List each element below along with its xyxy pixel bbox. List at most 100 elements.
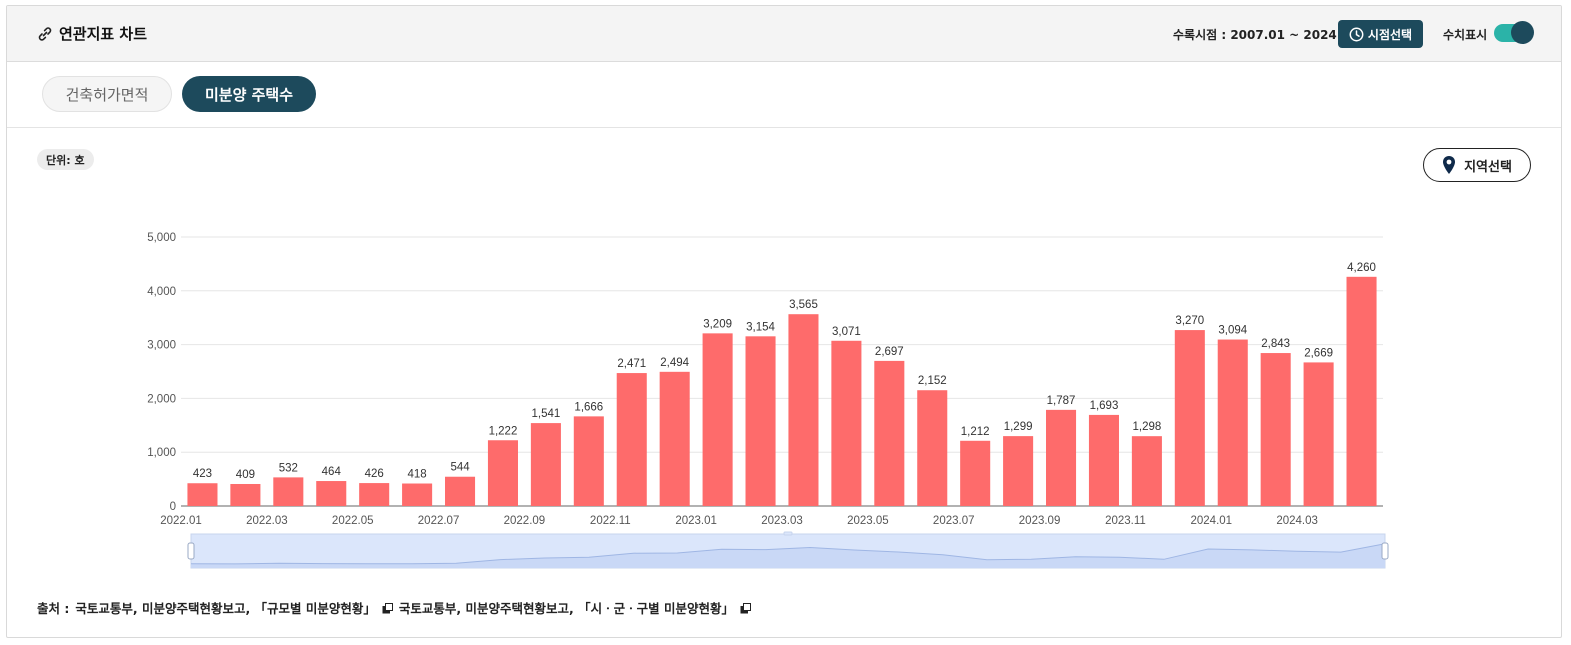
x-tick-label: 2022.05 (332, 515, 374, 527)
data-label: 1,212 (961, 426, 990, 438)
show-values-toggle[interactable] (1494, 21, 1534, 44)
y-tick-label: 5,000 (147, 232, 176, 244)
map-pin-icon (1442, 155, 1456, 175)
data-label: 3,094 (1218, 325, 1247, 337)
data-label: 2,471 (617, 358, 646, 370)
bar (273, 477, 304, 506)
link-icon (37, 26, 53, 42)
x-tick-label: 2022.11 (590, 515, 631, 527)
bar (788, 314, 819, 506)
x-tick-label: 2023.03 (761, 515, 803, 527)
period-select-label: 시점선택 (1367, 27, 1413, 42)
bar (616, 373, 647, 506)
bar (230, 483, 261, 506)
external-link-icon[interactable] (382, 602, 393, 614)
bar (1131, 436, 1162, 506)
source-prefix: 출처 : (37, 601, 70, 616)
data-label: 409 (236, 469, 255, 481)
bar (402, 483, 433, 506)
panel-header: 연관지표 차트 수록시점 : 2007.01 ~ 2024.04 시점선택 수치… (7, 6, 1561, 62)
x-tick-label: 2022.03 (246, 515, 288, 527)
external-link-icon[interactable] (740, 602, 751, 614)
zoom-handle-right[interactable] (1381, 542, 1389, 560)
source-link-2[interactable]: 국토교통부, 미분양주택현황보고, 「시ㆍ군ㆍ구별 미분양현황」 (398, 601, 734, 616)
y-tick-label: 3,000 (147, 340, 176, 352)
zoom-handle-left[interactable] (187, 542, 195, 560)
x-tick-label: 2024.01 (1190, 515, 1232, 527)
data-label: 2,494 (660, 357, 689, 369)
x-tick-label: 2022.09 (504, 515, 546, 527)
clock-icon (1349, 27, 1364, 42)
unit-badge: 단위: 호 (37, 149, 94, 170)
zoom-overview-line (190, 543, 1386, 565)
bar (1260, 353, 1291, 506)
data-label: 3,565 (789, 299, 818, 311)
period-select-button[interactable]: 시점선택 (1338, 20, 1423, 48)
data-label: 1,787 (1047, 395, 1076, 407)
data-label: 2,152 (918, 375, 947, 387)
bar (530, 423, 561, 506)
toggle-knob (1511, 21, 1534, 44)
data-label: 4,260 (1347, 262, 1376, 274)
x-tick-label: 2023.09 (1019, 515, 1061, 527)
bar (874, 360, 905, 506)
tab-bar: 건축허가면적 미분양 주택수 (7, 62, 1561, 128)
panel-title: 연관지표 차트 (37, 23, 147, 44)
source-link-1[interactable]: 국토교통부, 미분양주택현황보고, 「규모별 미분양현황」 (75, 601, 376, 616)
region-select-label: 지역선택 (1464, 159, 1512, 175)
zoom-overview-area (191, 543, 1385, 568)
zoom-drag-handle (783, 531, 793, 536)
bar (917, 390, 948, 506)
y-tick-label: 0 (170, 501, 176, 513)
data-label: 544 (450, 462, 470, 474)
bar (702, 333, 733, 506)
data-label: 464 (322, 466, 342, 478)
x-tick-label: 2022.07 (418, 515, 460, 527)
bar (960, 440, 991, 506)
bar (1303, 362, 1334, 506)
data-label: 418 (408, 469, 427, 481)
tab-unsold-housing[interactable]: 미분양 주택수 (182, 76, 316, 112)
bar (1046, 409, 1077, 506)
data-label: 3,071 (832, 326, 861, 338)
bar (659, 371, 690, 506)
bar (316, 481, 347, 506)
data-label: 3,270 (1175, 315, 1204, 327)
x-tick-label: 2022.01 (160, 515, 202, 527)
bar (187, 483, 218, 506)
bar (445, 476, 476, 506)
panel-title-text: 연관지표 차트 (59, 25, 148, 43)
tab-building-permit-area[interactable]: 건축허가면적 (42, 76, 172, 112)
data-label: 1,222 (489, 425, 518, 437)
x-tick-label: 2023.01 (675, 515, 717, 527)
bar (573, 416, 604, 506)
bar (1346, 276, 1377, 506)
data-label: 1,693 (1090, 400, 1119, 412)
source-note: 출처 : 국토교통부, 미분양주택현황보고, 「규모별 미분양현황」 국토교통부… (37, 598, 751, 617)
x-tick-label: 2024.03 (1276, 515, 1318, 527)
bar (831, 340, 862, 506)
data-label: 423 (193, 468, 212, 480)
bar (1088, 414, 1119, 506)
x-tick-label: 2023.05 (847, 515, 889, 527)
x-tick-label: 2023.07 (933, 515, 975, 527)
data-label: 1,299 (1004, 421, 1033, 433)
x-tick-label: 2023.11 (1105, 515, 1146, 527)
chart-panel: 연관지표 차트 수록시점 : 2007.01 ~ 2024.04 시점선택 수치… (6, 5, 1562, 638)
bar (487, 440, 518, 506)
y-tick-label: 1,000 (147, 447, 176, 459)
y-tick-label: 2,000 (147, 393, 176, 405)
period-range-label: 수록시점 : 2007.01 ~ 2024.04 (1173, 28, 1359, 42)
show-values-label: 수치표시 (1443, 28, 1488, 42)
data-label: 1,298 (1133, 421, 1162, 433)
bar-chart: 0 1,000 2,000 3,000 4,000 5,000 423 409 532 464 4… (147, 232, 1389, 569)
region-select-button[interactable]: 지역선택 (1423, 148, 1531, 182)
data-label: 2,669 (1304, 347, 1333, 359)
data-label: 426 (365, 468, 384, 480)
data-label: 1,541 (532, 408, 561, 420)
data-label: 2,697 (875, 346, 904, 358)
y-tick-label: 4,000 (147, 286, 176, 298)
bar (1174, 330, 1205, 506)
bar (1217, 339, 1248, 506)
data-label: 2,843 (1261, 338, 1290, 350)
